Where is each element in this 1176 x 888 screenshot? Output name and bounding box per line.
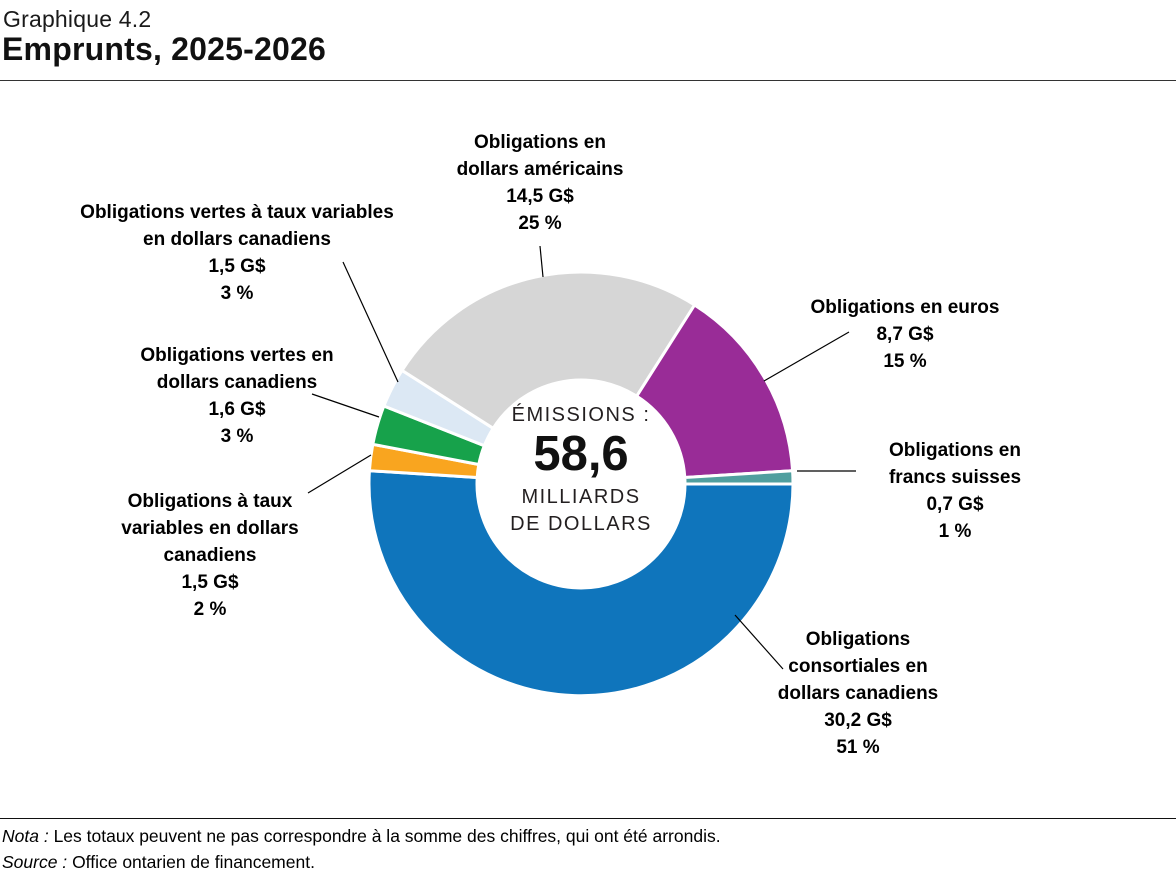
page-title: Emprunts, 2025-2026: [2, 31, 326, 67]
leader-line-dollars-americains: [539, 245, 544, 278]
center-unit-line2: DE DOLLARS: [510, 513, 652, 536]
leader-line-taux-variables-dollars-canadiens: [307, 454, 372, 494]
source-label: Source :: [2, 852, 68, 872]
nota-line: Nota : Les totaux peuvent ne pas corresp…: [2, 824, 721, 849]
center-unit-line1: MILLIARDS: [521, 486, 641, 509]
center-label-unit: MILLIARDS DE DOLLARS: [461, 484, 701, 538]
nota-text: Les totaux peuvent ne pas correspondre à…: [53, 826, 721, 846]
donut-segment-francs-suisses: [683, 469, 795, 486]
source-line: Source : Office ontarien de financement.: [2, 850, 315, 875]
callout-vertes-taux-variables-dollars-canadiens: Obligations vertes à taux variables en do…: [80, 202, 394, 304]
source-text: Office ontarien de financement.: [72, 852, 315, 872]
nota-label: Nota :: [2, 826, 49, 846]
top-divider: [0, 80, 1176, 81]
callout-dollars-americains: Obligations en dollars américains 14,5 G$ 2…: [456, 132, 624, 234]
callout-taux-variables-dollars-canadiens: Obligations à taux variables en dollars ca…: [121, 491, 299, 620]
callout-francs-suisses: Obligations en francs suisses 0,7 G$ 1 %: [888, 440, 1022, 542]
chart-kicker: Graphique 4.2: [3, 6, 152, 32]
callout-vertes-dollars-canadiens: Obligations vertes en dollars canadiens 1,…: [140, 345, 334, 447]
bottom-divider: [0, 818, 1176, 819]
callout-euros: Obligations en euros 8,7 G$ 15 %: [810, 297, 1000, 372]
callout-consortiales-dollars-canadiens: Obligations consortiales en dollars canadi…: [777, 629, 939, 758]
center-label-value: 58,6: [533, 427, 629, 481]
donut-center-label: ÉMISSIONS : 58,6 MILLIARDS DE DOLLARS: [461, 404, 701, 538]
center-label-prefix: ÉMISSIONS :: [511, 404, 651, 426]
